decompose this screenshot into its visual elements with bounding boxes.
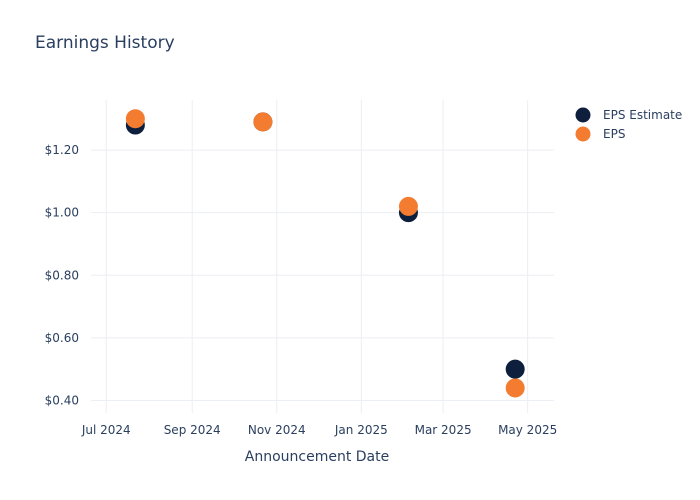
eps-point[interactable] bbox=[398, 196, 418, 216]
x-tick-label: Sep 2024 bbox=[164, 423, 221, 437]
eps-point[interactable] bbox=[253, 112, 273, 132]
x-axis-title: Announcement Date bbox=[245, 449, 389, 465]
chart-title: Earnings History bbox=[35, 33, 175, 53]
grid bbox=[91, 100, 554, 413]
legend-label[interactable]: EPS Estimate bbox=[603, 108, 682, 122]
x-tick-label: Mar 2025 bbox=[415, 423, 472, 437]
y-tick-label: $0.40 bbox=[45, 393, 79, 407]
legend-marker[interactable] bbox=[575, 126, 591, 142]
x-tick-label: May 2025 bbox=[498, 423, 557, 437]
x-tick-labels: Jul 2024 Sep 2024 Nov 2024 Jan 2025 Mar 2025… bbox=[81, 423, 557, 437]
y-tick-label: $1.00 bbox=[45, 206, 79, 220]
x-tick-label: Nov 2024 bbox=[248, 423, 306, 437]
y-tick-label: $0.80 bbox=[45, 268, 79, 282]
data-points bbox=[125, 109, 525, 398]
legend: EPS Estimate EPS bbox=[575, 107, 682, 142]
eps-point[interactable] bbox=[125, 109, 145, 129]
x-tick-label: Jan 2025 bbox=[334, 423, 388, 437]
eps-point[interactable] bbox=[505, 378, 525, 398]
y-tick-labels: $0.40 $0.60 $0.80 $1.00 $1.20 bbox=[45, 143, 79, 407]
legend-marker[interactable] bbox=[575, 107, 591, 123]
x-tick-label: Jul 2024 bbox=[81, 423, 131, 437]
legend-label[interactable]: EPS bbox=[603, 127, 625, 141]
eps-estimate-point[interactable] bbox=[505, 359, 525, 379]
y-tick-label: $1.20 bbox=[45, 143, 79, 157]
y-tick-label: $0.60 bbox=[45, 331, 79, 345]
